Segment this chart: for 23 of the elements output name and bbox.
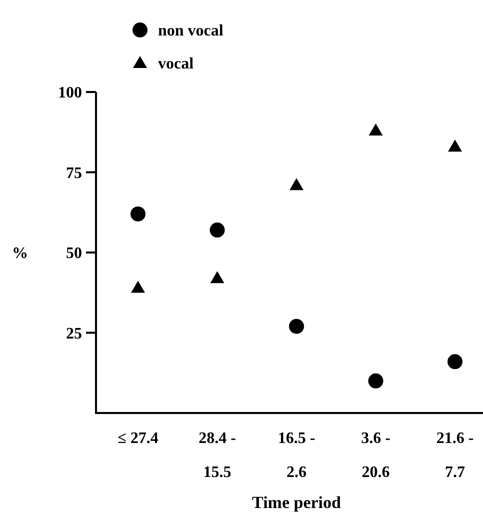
y-axis-title: %	[12, 245, 28, 262]
x-axis-title: Time period	[252, 493, 342, 512]
y-tick-label: 75	[66, 164, 82, 182]
x-tick-label: 28.4 - 15.5	[198, 430, 236, 481]
point	[289, 318, 304, 334]
legend-label: non vocal	[158, 22, 224, 40]
x-tick-label: ≤ 27.4	[118, 430, 158, 447]
point	[210, 222, 225, 238]
x-tick-label: 21.6 - 7.7	[436, 430, 474, 481]
point	[448, 354, 462, 370]
point	[368, 124, 383, 136]
y-tick-label: 100	[58, 84, 82, 102]
point	[130, 206, 146, 222]
legend-label: vocal	[158, 56, 194, 73]
point	[448, 140, 462, 152]
point	[290, 178, 304, 190]
point	[368, 373, 384, 388]
x-tick-label: 3.6 - 20.6	[361, 430, 390, 481]
point	[210, 271, 224, 284]
point	[131, 280, 145, 293]
y-tick-label: 25	[66, 325, 82, 342]
x-tick-label: 16.5 - 2.6	[278, 430, 316, 481]
y-tick-label: 50	[66, 245, 82, 262]
